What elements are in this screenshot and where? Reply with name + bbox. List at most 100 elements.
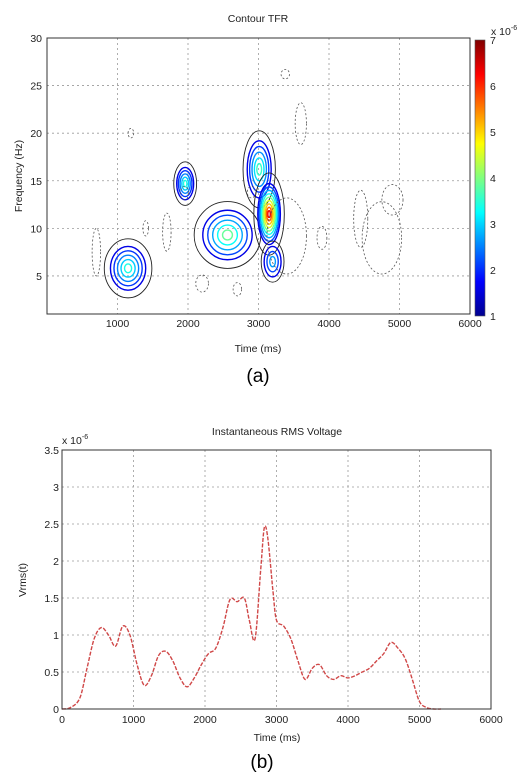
x-tick-labels: 0 1000 2000 3000 4000 5000 6000: [59, 714, 503, 726]
x-tick-label: 2000: [176, 318, 200, 330]
contour-outline: [103, 238, 153, 299]
contour-level: [265, 206, 273, 222]
contour-level: [263, 245, 282, 278]
plot-frame: [46, 37, 471, 315]
y-axis-label: Frequency (Hz): [13, 140, 25, 212]
x-tick-labels: 1000 2000 3000 4000 5000 6000: [106, 318, 482, 330]
x-tick-label: 2000: [193, 714, 217, 726]
contour-level: [253, 157, 265, 182]
y-tick-label: 5: [36, 271, 42, 283]
contour-level: [248, 145, 270, 193]
contour-level: [246, 140, 272, 199]
y-tick-label: 25: [30, 81, 42, 93]
chart-title: Instantaneous RMS Voltage: [212, 426, 342, 438]
contour-fragment: [316, 226, 328, 250]
contour-level: [120, 258, 136, 278]
x-tick-label: 0: [59, 714, 65, 726]
contour-level: [267, 209, 272, 219]
y-tick-label: 10: [30, 223, 42, 235]
x-tick-label: 5000: [388, 318, 412, 330]
contour-fragment: [142, 220, 149, 237]
contour-fragment: [162, 212, 172, 252]
y-tick-label: 20: [30, 128, 42, 140]
y-tick-label: 0.5: [44, 667, 59, 679]
contour-fragment: [266, 197, 307, 275]
contour-level: [207, 214, 248, 256]
x-tick-label: 5000: [408, 714, 432, 726]
y-tick-label: 2.5: [44, 519, 59, 531]
contour-level: [256, 162, 263, 176]
colorbar-tick-label: 6: [490, 81, 496, 93]
x-tick-label: 3000: [265, 714, 289, 726]
colorbar-tick-label: 1: [490, 311, 496, 323]
contour-level: [251, 151, 268, 188]
contour-level: [109, 245, 147, 291]
y-multiplier: x 10-6: [62, 434, 88, 447]
colorbar-tick-labels: 1 2 3 4 5 6 7: [490, 35, 496, 323]
contour-fragment: [91, 227, 101, 277]
x-tick-label: 1000: [106, 318, 130, 330]
colorbar-tick-label: 2: [490, 265, 496, 277]
contour-level: [177, 169, 193, 198]
plot-frame: [61, 449, 492, 710]
x-axis-label: Time (ms): [254, 732, 301, 744]
y-tick-label: 3: [53, 482, 59, 494]
contour-level: [264, 203, 274, 225]
contour-level: [211, 219, 243, 251]
contour-level: [263, 199, 275, 229]
panel-caption-b: (b): [250, 752, 273, 773]
colorbar-tick-label: 7: [490, 35, 496, 47]
contour-fragment: [353, 189, 369, 248]
contour-level: [257, 182, 282, 246]
y-tick-labels: 5 10 15 20 25 30: [30, 33, 42, 283]
y-tick-label: 2: [53, 556, 59, 568]
colorbar: [474, 39, 486, 317]
contour-level: [113, 250, 143, 287]
contour-level: [259, 189, 279, 239]
x-tick-label: 4000: [336, 714, 360, 726]
contour-level: [182, 179, 188, 188]
contour-level: [179, 173, 191, 195]
contour-fragment: [361, 201, 403, 275]
panel-caption-a: (a): [246, 366, 269, 387]
contour-fragment: [179, 186, 190, 201]
contour-outline: [253, 172, 285, 256]
contour-level: [260, 193, 278, 236]
grid: [62, 450, 491, 709]
x-tick-label: 1000: [122, 714, 146, 726]
y-tick-label: 3.5: [44, 445, 59, 457]
y-axis-label: Vrms(t): [17, 563, 29, 597]
x-tick-label: 6000: [458, 318, 482, 330]
contour-outline: [173, 161, 198, 206]
contour-level: [176, 166, 195, 201]
y-tick-labels: 0 0.5 1 1.5 2 2.5 3 3.5: [44, 445, 59, 716]
contour-outline: [193, 201, 262, 269]
contour-level: [216, 224, 239, 246]
x-axis-label: Time (ms): [235, 343, 282, 355]
contour-level: [221, 229, 234, 241]
contour-plot: [91, 69, 404, 299]
contour-level: [258, 186, 280, 242]
rms-voltage-line: [61, 525, 441, 710]
y-tick-label: 15: [30, 176, 42, 188]
y-tick-label: 1: [53, 630, 59, 642]
contour-fragment: [246, 186, 257, 199]
contour-level: [116, 254, 140, 283]
colorbar-multiplier: x 10-6: [491, 25, 517, 38]
contour-fragment: [195, 274, 209, 293]
colorbar-tick-label: 3: [490, 219, 496, 231]
contour-fragment: [381, 184, 404, 216]
x-tick-label: 4000: [317, 318, 341, 330]
y-tick-label: 1.5: [44, 593, 59, 605]
contour-level: [262, 196, 277, 232]
contour-fragment: [127, 128, 135, 139]
y-tick-label: 0: [53, 704, 59, 716]
contour-level: [181, 176, 190, 191]
contour-level: [269, 255, 277, 268]
contour-fragment: [294, 102, 307, 145]
chart-title: Contour TFR: [228, 13, 289, 25]
contour-outline: [260, 240, 285, 283]
x-tick-label: 6000: [479, 714, 503, 726]
contour-level: [123, 263, 133, 274]
